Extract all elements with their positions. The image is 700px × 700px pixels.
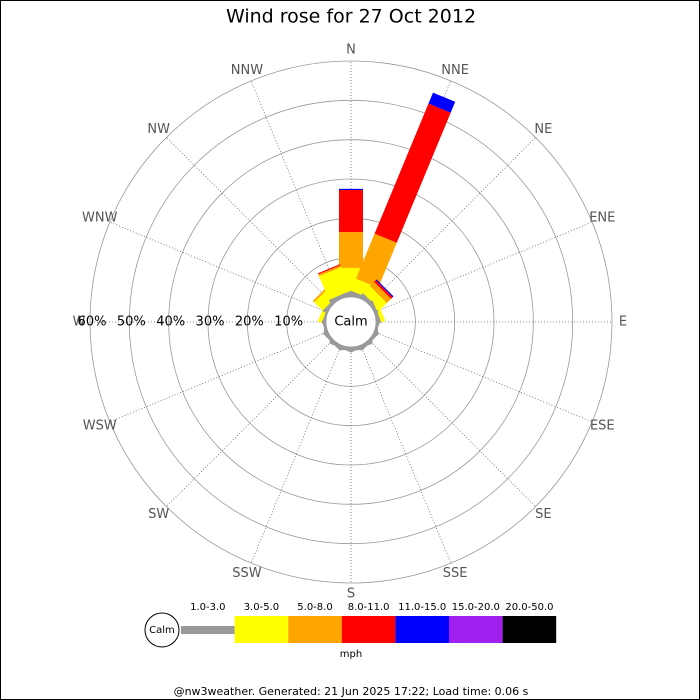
wind-bar-segment: [372, 298, 386, 323]
direction-label: N: [346, 43, 356, 58]
direction-label: SSW: [232, 566, 262, 581]
legend-calm: [144, 612, 180, 648]
legend-label: 11.0-15.0: [398, 602, 446, 613]
direction-label: SW: [148, 507, 169, 522]
wind-bar-segment: [369, 300, 382, 324]
wind-bar-segment: [339, 347, 363, 351]
legend-swatch: [395, 616, 449, 643]
wind-bar-segment: [339, 190, 363, 233]
wind-bar-segment: [317, 264, 341, 275]
legend-label: 5.0-8.0: [297, 602, 332, 613]
wind-bar-segment: [328, 290, 353, 304]
calm-circle: [325, 296, 377, 348]
wind-bar-segment: [318, 265, 342, 277]
footer: @nw3weather. Generated: 21 Jun 2025 17:2…: [174, 685, 529, 698]
legend-swatch: [181, 626, 235, 634]
wind-bar-segment: [339, 232, 363, 268]
r-tick-label: 30%: [196, 315, 225, 330]
wind-bar-segment: [375, 279, 394, 298]
direction-label: ESE: [590, 419, 615, 434]
wind-bar-segment: [369, 281, 392, 304]
spoke: [250, 344, 342, 564]
r-tick-label: 10%: [274, 315, 303, 330]
spoke: [166, 137, 334, 305]
direction-label: SSE: [443, 566, 468, 581]
chart-title: Wind rose for 27 Oct 2012: [226, 6, 476, 28]
wind-bar-segment: [374, 103, 451, 243]
r-tick-label: 40%: [156, 315, 185, 330]
r-tick-label: 60%: [78, 315, 107, 330]
direction-label: ENE: [589, 210, 615, 225]
legend-swatch: [449, 616, 503, 643]
r-tick-label: 20%: [235, 315, 264, 330]
legend-title: mph: [340, 649, 362, 660]
grid-ring: [128, 99, 574, 545]
spoke: [250, 80, 342, 300]
direction-label: SE: [535, 507, 551, 522]
direction-label: E: [619, 315, 627, 330]
legend-swatch: [341, 616, 396, 643]
calm-label: Calm: [334, 315, 367, 330]
direction-label: WSW: [83, 419, 117, 434]
legend-swatch: [502, 616, 557, 643]
spoke: [166, 339, 334, 507]
direction-label: NNE: [441, 63, 469, 78]
wind-bar-segment: [339, 188, 363, 191]
wind-bar-segment: [355, 233, 397, 288]
grid-ring: [168, 139, 534, 505]
legend-label: 1.0-3.0: [190, 602, 225, 613]
spoke: [368, 339, 536, 507]
direction-label: WNW: [82, 210, 118, 225]
r-tick-label: 50%: [117, 315, 146, 330]
legend-swatch: [288, 616, 342, 643]
spoke: [368, 137, 536, 305]
spoke: [109, 331, 329, 423]
wind-bar-segment: [339, 293, 363, 297]
wind-bar-segment: [362, 286, 387, 311]
legend-label: 15.0-20.0: [452, 602, 500, 613]
spoke: [373, 331, 593, 423]
wind-bar-segment: [319, 267, 352, 300]
spoke: [360, 344, 452, 564]
direction-label: NW: [147, 122, 170, 137]
direction-label: S: [347, 587, 355, 602]
legend-label: 3.0-5.0: [244, 602, 279, 613]
spoke: [109, 221, 329, 313]
legend-swatch: [234, 616, 289, 643]
legend-calm-label: Calm: [149, 625, 175, 636]
direction-label: NE: [534, 122, 552, 137]
direction-label: W: [73, 315, 86, 330]
legend-label: 8.0-11.0: [348, 602, 390, 613]
wind-bar-segment: [322, 331, 342, 351]
grid-ring: [89, 60, 613, 584]
wind-bar-segment: [374, 280, 393, 299]
spoke: [373, 221, 593, 313]
direction-label: NNW: [231, 63, 263, 78]
legend-label: 20.0-50.0: [505, 602, 553, 613]
wind-bar-segment: [428, 92, 456, 113]
